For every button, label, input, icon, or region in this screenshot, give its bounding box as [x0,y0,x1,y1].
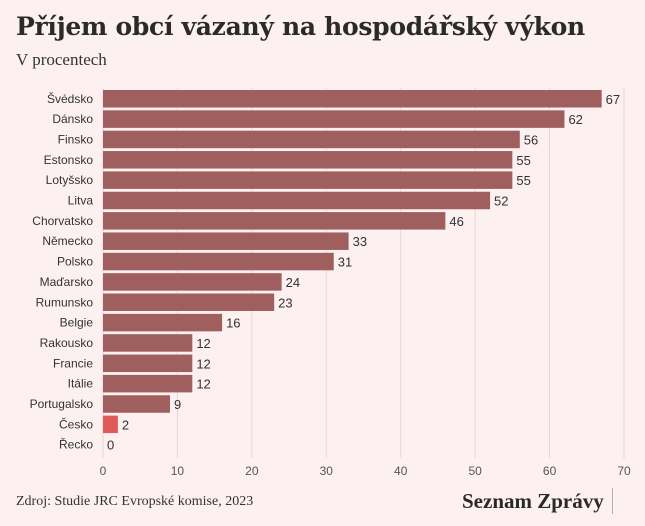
category-label: Francie [53,356,93,370]
brand-logo: Seznam Zprávy [462,488,613,514]
data-label: 55 [516,153,530,168]
category-label: Česko [59,416,93,431]
category-label: Německo [42,234,93,248]
bar [103,273,282,291]
x-tick-label: 10 [171,464,185,478]
data-label: 55 [516,173,530,188]
x-tick-label: 40 [394,464,408,478]
data-label: 12 [196,336,210,351]
chart-subtitle: V procentech [16,50,107,69]
data-label: 62 [568,112,582,127]
bar [103,293,275,311]
chart-title: Příjem obcí vázaný na hospodářský výkon [16,12,585,41]
category-label: Finsko [58,132,94,146]
data-label: 33 [353,234,367,249]
category-label: Rumunsko [36,295,94,309]
x-tick-label: 70 [617,464,631,478]
x-tick-label: 0 [100,464,107,478]
bar [103,354,193,373]
category-label: Chorvatsko [32,214,93,228]
bar [103,415,118,434]
bar [103,130,520,149]
bar [103,191,491,210]
category-label: Portugalsko [30,397,94,411]
data-label: 12 [196,356,210,371]
category-label: Rakousko [40,336,94,350]
category-label: Estonsko [44,153,94,167]
category-label: Polsko [57,255,93,269]
bar [103,90,602,108]
data-label: 16 [226,316,240,331]
category-label: Lotyšsko [46,173,94,187]
bar [103,252,334,271]
data-label: 2 [122,417,129,432]
data-label: 56 [524,132,538,147]
category-label: Švédsko [47,91,93,106]
category-label: Litva [68,194,94,208]
category-label: Maďarsko [40,275,94,289]
bar [103,313,223,332]
bar [103,374,193,393]
category-label: Itálie [68,377,94,391]
data-label: 52 [494,194,508,209]
data-label: 31 [338,255,352,270]
data-label: 24 [286,275,300,290]
x-tick-label: 50 [468,464,482,478]
bar [103,171,513,189]
category-label: Belgie [60,316,94,330]
bar [103,395,170,413]
bar [103,334,193,352]
data-label: 46 [449,214,463,229]
data-label: 9 [174,397,181,412]
bar [103,151,513,169]
data-label: 0 [107,438,114,453]
x-tick-label: 30 [320,464,334,478]
bar [103,212,446,230]
data-label: 23 [278,295,292,310]
x-tick-label: 60 [543,464,557,478]
bar [103,232,349,250]
data-label: 67 [606,92,620,107]
category-label: Řecko [59,437,93,452]
bar [103,110,565,128]
x-tick-label: 20 [245,464,259,478]
data-label: 12 [196,377,210,392]
source-note: Zdroj: Studie JRC Evropské komise, 2023 [16,494,254,509]
category-label: Dánsko [52,112,93,126]
